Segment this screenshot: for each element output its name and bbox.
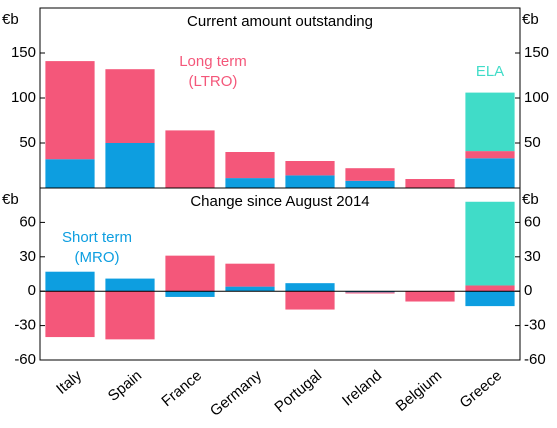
- bar: [285, 291, 335, 310]
- y2-tick-label: 100: [524, 89, 549, 106]
- bar: [285, 283, 335, 292]
- bar: [465, 291, 515, 307]
- x-tick-label: France: [158, 367, 205, 410]
- y-tick-label: 50: [19, 134, 36, 151]
- y2-tick-label: -60: [524, 351, 546, 368]
- bar: [405, 291, 455, 302]
- y-tick-label: 100: [11, 89, 36, 106]
- bar: [225, 152, 275, 179]
- x-tick-label: Greece: [457, 367, 506, 412]
- bar: [45, 61, 95, 160]
- x-tick-label: Ireland: [339, 367, 385, 410]
- bar: [465, 92, 515, 152]
- bar: [345, 291, 395, 293]
- series-label: ELA: [476, 63, 504, 80]
- panel-subtitle: Current amount outstanding: [187, 13, 373, 30]
- bar: [225, 286, 275, 292]
- x-tick-label: Belgium: [393, 367, 445, 415]
- series-label: (LTRO): [189, 73, 238, 90]
- y2-tick-label: 150: [524, 44, 549, 61]
- bar: [45, 271, 95, 292]
- bar: [225, 178, 275, 188]
- unit-label: €b: [2, 191, 19, 208]
- x-tick-label: Italy: [53, 367, 85, 398]
- unit-label: €b: [2, 11, 19, 28]
- bar: [345, 180, 395, 188]
- bar: [465, 151, 515, 159]
- unit-label: €b: [522, 191, 539, 208]
- y2-tick-label: 60: [524, 213, 541, 230]
- bar: [45, 159, 95, 188]
- series-label: (MRO): [75, 249, 120, 266]
- series-label: Short term: [62, 229, 132, 246]
- y-tick-label: -60: [14, 351, 36, 368]
- bar: [465, 158, 515, 188]
- bar: [465, 201, 515, 286]
- bar: [105, 291, 155, 340]
- y2-tick-label: 0: [524, 282, 532, 299]
- y2-tick-label: 50: [524, 134, 541, 151]
- bar: [285, 175, 335, 188]
- bar: [345, 168, 395, 181]
- y2-tick-label: -30: [524, 317, 546, 334]
- y-tick-label: 60: [19, 213, 36, 230]
- x-tick-label: Germany: [207, 367, 266, 420]
- bar: [225, 263, 275, 287]
- series-label: Long term: [179, 53, 247, 70]
- x-tick-label: Portugal: [271, 367, 325, 416]
- y-tick-label: -30: [14, 317, 36, 334]
- bar: [465, 285, 515, 292]
- unit-label: €b: [522, 11, 539, 28]
- bar: [105, 69, 155, 143]
- bar: [405, 179, 455, 188]
- y-tick-label: 30: [19, 248, 36, 265]
- x-tick-label: Spain: [105, 367, 145, 405]
- bar: [345, 292, 395, 294]
- bar: [165, 255, 215, 292]
- bar: [285, 161, 335, 176]
- bar: [105, 278, 155, 292]
- bar: [105, 143, 155, 188]
- y-tick-label: 150: [11, 44, 36, 61]
- bar: [45, 291, 95, 338]
- plot-frame: [39, 187, 521, 361]
- panel-subtitle: Change since August 2014: [190, 193, 369, 210]
- bar: [165, 291, 215, 297]
- y2-tick-label: 30: [524, 248, 541, 265]
- bar: [165, 130, 215, 188]
- y-tick-label: 0: [28, 282, 36, 299]
